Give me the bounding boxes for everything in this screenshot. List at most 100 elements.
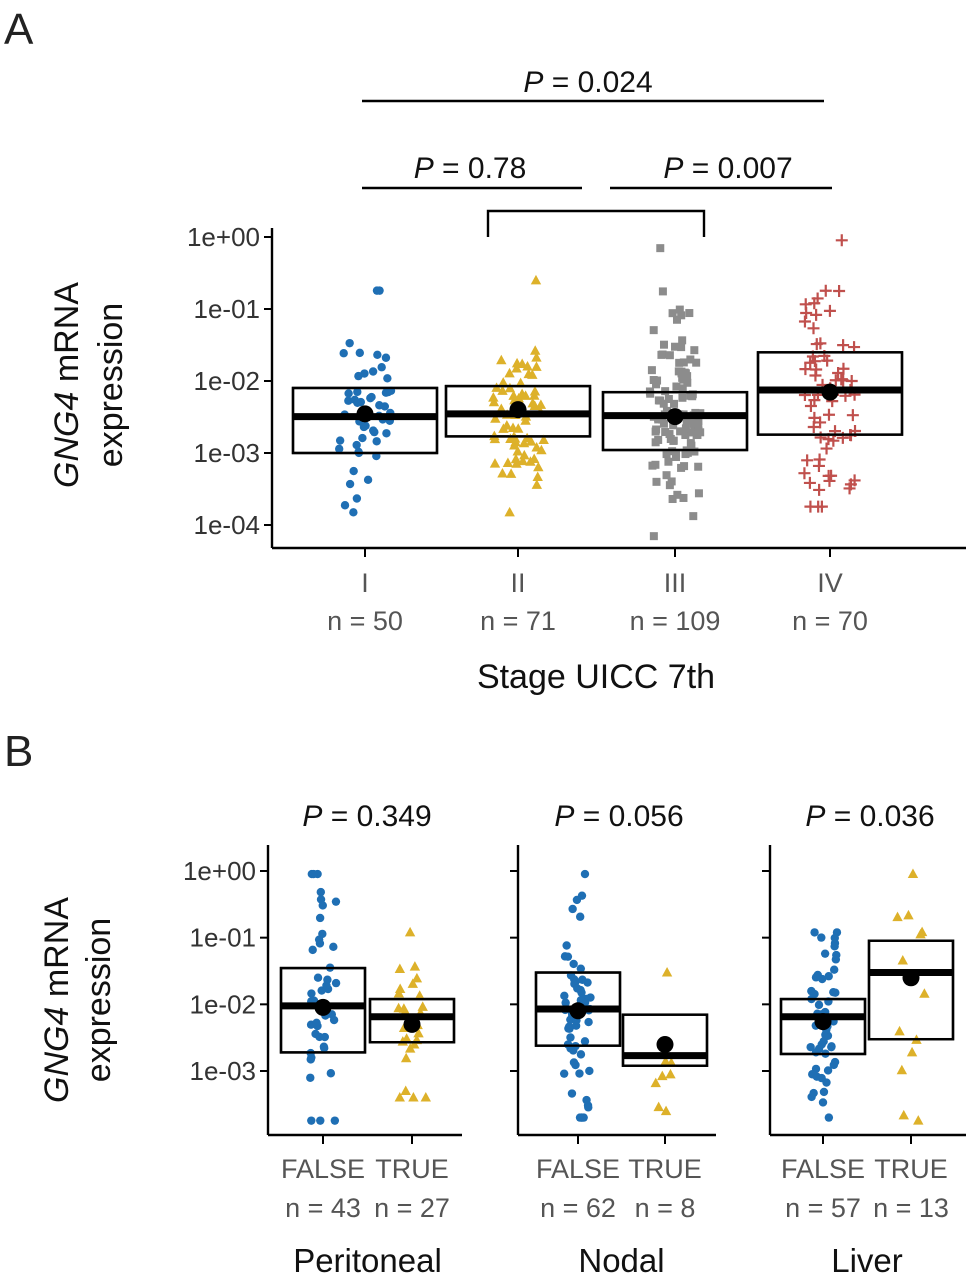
data-point <box>906 1046 918 1057</box>
data-point <box>657 350 666 359</box>
data-point <box>329 1015 339 1025</box>
data-point <box>831 988 840 997</box>
data-point <box>672 315 681 324</box>
data-point <box>420 1092 431 1102</box>
data-point <box>504 506 515 517</box>
data-point <box>377 363 386 372</box>
data-point <box>678 384 687 393</box>
data-point <box>510 453 522 464</box>
data-point <box>677 463 686 472</box>
data-point <box>653 1101 664 1112</box>
data-point <box>404 926 416 937</box>
p-value-label: P = 0.024 <box>523 66 652 99</box>
data-point <box>504 382 516 393</box>
data-point <box>530 345 541 355</box>
x-tick-label: FALSE <box>781 1154 865 1184</box>
data-point <box>363 475 373 485</box>
data-point <box>502 457 514 468</box>
data-point <box>318 929 327 939</box>
data-point <box>354 371 363 381</box>
data-point <box>819 284 832 297</box>
data-point <box>316 1116 325 1125</box>
data-point <box>652 425 661 434</box>
data-point <box>510 436 521 447</box>
data-point <box>353 387 362 397</box>
data-point <box>690 346 699 355</box>
data-point <box>817 933 826 942</box>
data-point <box>913 1115 924 1125</box>
facet-liver: FALSE n = 57 TRUE n = 13 P = 0.036 Liver <box>762 800 966 1279</box>
y-tick-label: 1e-02 <box>194 366 261 396</box>
data-point <box>648 461 657 470</box>
y-axis-label-line1: GNG4 mRNA <box>38 897 76 1103</box>
data-point <box>814 1000 824 1010</box>
data-point <box>812 500 825 513</box>
data-point <box>681 431 690 440</box>
data-point <box>665 430 674 439</box>
data-point <box>671 342 680 351</box>
data-point <box>687 441 696 450</box>
data-point <box>822 1078 831 1087</box>
data-point <box>668 309 677 318</box>
data-point <box>522 360 533 371</box>
data-point <box>661 428 670 437</box>
data-point <box>694 489 703 498</box>
data-point <box>830 942 839 951</box>
data-point <box>693 430 702 439</box>
panel-b-chart: GNG4 mRNA expression 1e+00 1e-01 1e-02 1e-03 F… <box>38 800 966 1279</box>
data-point <box>319 1042 329 1051</box>
data-point <box>813 483 826 496</box>
data-point <box>400 1085 411 1096</box>
data-point <box>577 1113 586 1122</box>
data-point <box>308 945 317 955</box>
data-point <box>572 895 582 905</box>
data-point <box>683 448 692 457</box>
group-true <box>368 926 456 1102</box>
y-axis-label-line2: expression <box>92 303 130 467</box>
data-point <box>652 477 661 486</box>
box-outline <box>279 966 367 1054</box>
group-true <box>621 967 709 1116</box>
data-point <box>681 424 690 433</box>
data-point <box>647 366 656 375</box>
data-point <box>823 304 836 317</box>
data-point <box>669 421 678 430</box>
data-point <box>686 355 695 364</box>
data-point <box>656 396 665 405</box>
y-tick-label: 1e-03 <box>194 438 261 468</box>
data-point <box>497 468 508 478</box>
data-point <box>649 326 658 335</box>
data-point <box>307 1116 316 1125</box>
data-point <box>569 1058 579 1067</box>
data-point <box>694 417 703 426</box>
data-point <box>411 972 423 983</box>
data-point <box>799 363 812 376</box>
box-outline <box>621 1013 709 1067</box>
data-point <box>576 964 586 973</box>
data-point <box>393 1002 404 1013</box>
data-point <box>349 466 358 476</box>
data-point <box>801 454 814 467</box>
data-point <box>307 1053 316 1062</box>
data-point <box>829 965 839 974</box>
data-point <box>367 392 376 402</box>
data-point <box>806 1042 815 1052</box>
data-point <box>567 1089 577 1098</box>
data-point <box>408 1092 419 1102</box>
data-point <box>832 366 845 379</box>
mean-point <box>356 405 374 423</box>
y-axis-label: GNG4 mRNA expression <box>38 897 118 1103</box>
data-point <box>488 392 499 402</box>
mean-point <box>403 1015 421 1033</box>
data-point <box>508 390 519 400</box>
data-point <box>897 955 908 965</box>
data-point <box>575 912 585 921</box>
data-point <box>532 471 543 482</box>
data-point <box>576 1050 586 1059</box>
data-point <box>578 975 587 984</box>
mean-point <box>902 969 920 987</box>
group-iv <box>756 234 904 513</box>
data-point <box>340 501 350 510</box>
panel-letter-a: A <box>4 5 34 54</box>
